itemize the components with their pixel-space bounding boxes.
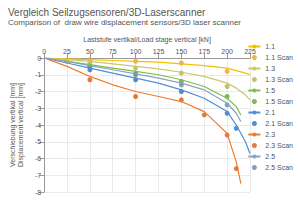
svg-text:-4: -4 <box>35 122 41 129</box>
svg-text:2.1: 2.1 <box>265 109 275 116</box>
svg-text:Comparison of draw wire displ: Comparison of draw wire displacement sen… <box>8 18 241 27</box>
svg-text:1.1 Scan: 1.1 Scan <box>265 54 293 61</box>
svg-text:Vergleich Seilzugsensoren/3D-L: Vergleich Seilzugsensoren/3D-Laserscanne… <box>8 7 206 18</box>
svg-text:150: 150 <box>176 48 188 55</box>
svg-text:225: 225 <box>244 48 256 55</box>
svg-text:50: 50 <box>86 48 94 55</box>
svg-text:Laststufe vertikal/Load stage: Laststufe vertikal/Load stage vertical [… <box>83 36 211 44</box>
svg-text:-1: -1 <box>35 71 41 78</box>
svg-text:-3: -3 <box>35 105 41 112</box>
svg-text:175: 175 <box>198 48 210 55</box>
svg-text:1.5: 1.5 <box>265 87 275 94</box>
svg-text:100: 100 <box>130 48 142 55</box>
svg-text:1.5 Scan: 1.5 Scan <box>265 98 293 105</box>
svg-text:0: 0 <box>37 55 41 62</box>
svg-text:2.5: 2.5 <box>265 153 275 160</box>
svg-text:200: 200 <box>221 48 233 55</box>
svg-text:2.3: 2.3 <box>265 131 275 138</box>
svg-text:0: 0 <box>42 48 46 55</box>
svg-text:-5: -5 <box>35 138 41 145</box>
svg-text:-2: -2 <box>35 88 41 95</box>
svg-text:2.1 Scan: 2.1 Scan <box>265 120 293 127</box>
svg-text:125: 125 <box>153 48 165 55</box>
svg-text:Verschiebung vertikal [mm]: Verschiebung vertikal [mm] <box>9 83 17 167</box>
svg-text:Displacement vertical [mm]: Displacement vertical [mm] <box>17 83 25 167</box>
svg-text:-8: -8 <box>35 189 41 196</box>
svg-text:2.3 Scan: 2.3 Scan <box>265 142 293 149</box>
svg-text:-7: -7 <box>35 172 41 179</box>
svg-text:1.1: 1.1 <box>265 43 275 50</box>
svg-text:25: 25 <box>63 48 71 55</box>
svg-text:-6: -6 <box>35 155 41 162</box>
svg-text:75: 75 <box>109 48 117 55</box>
svg-text:2.5 Scan: 2.5 Scan <box>265 164 293 171</box>
svg-text:1.3: 1.3 <box>265 65 275 72</box>
svg-text:1.3 Scan: 1.3 Scan <box>265 76 293 83</box>
